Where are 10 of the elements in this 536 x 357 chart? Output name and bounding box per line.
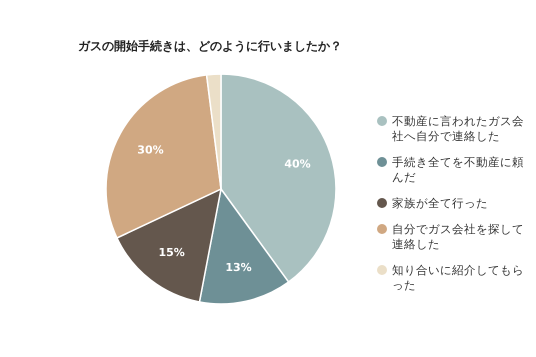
legend-label: 家族が全て行った [392,196,488,210]
legend-label: 手続き全てを不動産に頼んだ [392,155,524,184]
legend-label: 不動産に言われたガス会社へ自分で連絡した [392,114,524,143]
chart-title: ガスの開始手続きは、どのように行いましたか？ [78,39,342,53]
data-label: 13% [225,261,252,274]
data-label: 30% [137,144,164,157]
data-label: 15% [158,246,185,260]
legend-label: 自分でガス会社を探して連絡した [392,222,524,251]
data-label: 40% [284,158,311,171]
legend-label: 知り合いに紹介してもらった [392,263,524,292]
